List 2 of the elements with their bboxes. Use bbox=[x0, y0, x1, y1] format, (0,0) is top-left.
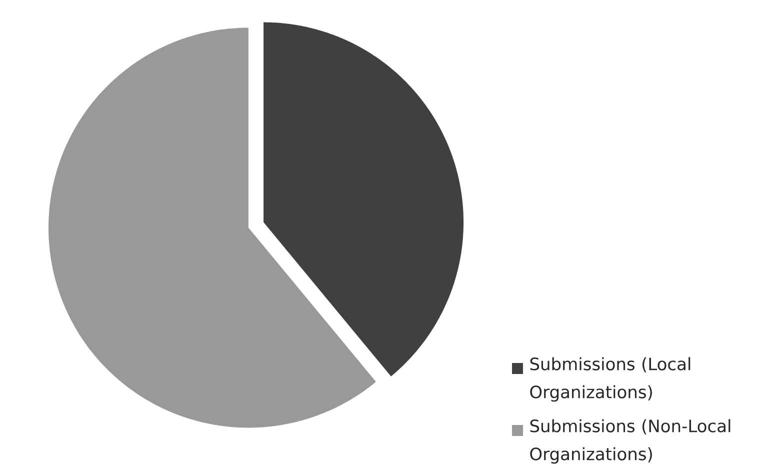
legend-label: Submissions (Local Organizations) bbox=[530, 357, 690, 402]
legend-label: Submissions (Non-Local Organizations) bbox=[530, 419, 730, 464]
